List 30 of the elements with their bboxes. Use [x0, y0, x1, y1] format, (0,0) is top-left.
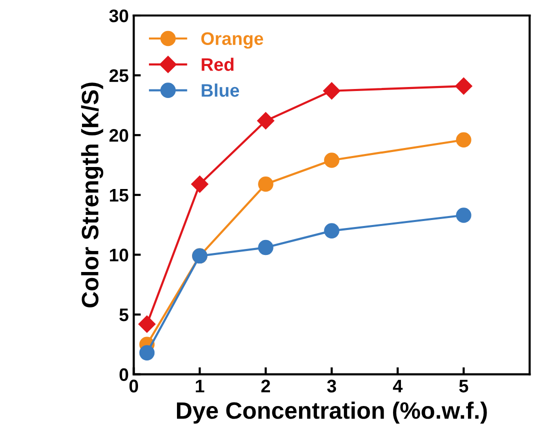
- point: [455, 78, 472, 95]
- point: [257, 112, 274, 130]
- point: [191, 176, 208, 193]
- point: [258, 176, 274, 192]
- x-tick-label: 5: [459, 380, 468, 392]
- y-tick-label: 0: [120, 368, 128, 382]
- legend-label: Red: [202, 58, 234, 71]
- y-tick-label: 15: [110, 189, 128, 202]
- y-tick-label: 20: [109, 129, 128, 142]
- legend-label: Orange: [201, 32, 264, 49]
- x-axis-title: Dye Concentration (%o.w.f.): [176, 402, 487, 424]
- x-tick-label: 4: [392, 380, 403, 392]
- point: [258, 240, 274, 256]
- y-tick-label: 10: [110, 248, 128, 262]
- point: [456, 132, 472, 148]
- y-tick-label: 25: [109, 69, 128, 82]
- x-tick-label: 3: [327, 380, 336, 392]
- y-axis-title: Color Strength (K/S): [81, 82, 104, 308]
- legend-label: Blue: [202, 84, 240, 97]
- x-tick-label: 1: [196, 380, 204, 392]
- point: [138, 316, 156, 333]
- y-tick-label: 30: [109, 9, 128, 22]
- x-tick-label: 0: [129, 380, 138, 392]
- point: [324, 223, 340, 238]
- x-tick-label: 2: [261, 380, 270, 392]
- point: [456, 208, 472, 223]
- point: [323, 82, 340, 100]
- y-tick-label: 5: [119, 308, 128, 322]
- point: [139, 345, 155, 360]
- point: [324, 152, 340, 168]
